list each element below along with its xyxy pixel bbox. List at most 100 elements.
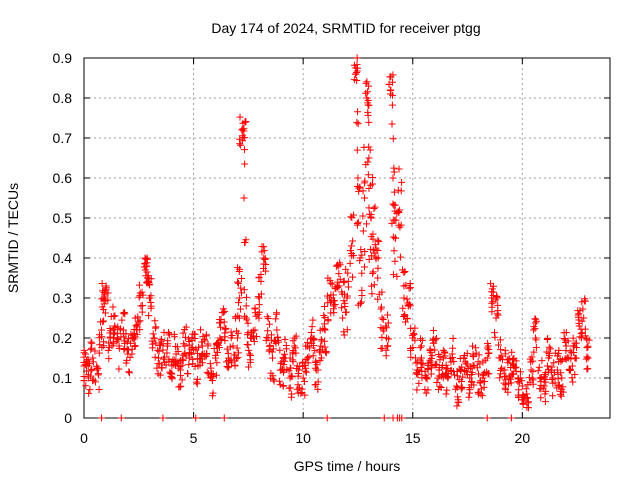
data-point bbox=[309, 352, 317, 360]
data-point bbox=[353, 146, 361, 154]
data-point bbox=[354, 183, 362, 191]
data-point bbox=[336, 259, 344, 267]
data-point bbox=[399, 304, 407, 312]
data-point bbox=[529, 326, 537, 334]
data-point bbox=[442, 390, 450, 398]
data-point bbox=[100, 296, 108, 304]
data-point bbox=[557, 392, 565, 400]
data-point bbox=[386, 73, 394, 81]
data-point bbox=[478, 392, 486, 400]
data-point bbox=[363, 220, 371, 228]
data-point bbox=[196, 355, 204, 363]
data-point bbox=[560, 329, 568, 337]
y-tick-label: 0.5 bbox=[53, 210, 73, 226]
data-point bbox=[523, 403, 531, 411]
data-point bbox=[349, 273, 357, 281]
data-point bbox=[292, 349, 300, 357]
data-point bbox=[480, 383, 488, 391]
data-point bbox=[302, 364, 310, 372]
data-point bbox=[291, 344, 299, 352]
x-tick-label: 0 bbox=[80, 430, 88, 446]
y-tick-label: 0.4 bbox=[53, 250, 73, 266]
data-point bbox=[324, 317, 332, 325]
data-point bbox=[429, 326, 437, 334]
data-point bbox=[375, 238, 383, 246]
data-point bbox=[87, 372, 95, 380]
data-point bbox=[113, 337, 121, 345]
data-point bbox=[415, 379, 423, 387]
data-point bbox=[493, 293, 501, 301]
data-point bbox=[199, 332, 207, 340]
data-point bbox=[209, 370, 217, 378]
data-point bbox=[350, 76, 358, 84]
data-point bbox=[488, 299, 496, 307]
data-point bbox=[188, 343, 196, 351]
data-point bbox=[90, 376, 98, 384]
data-point bbox=[396, 223, 404, 231]
data-point bbox=[193, 349, 201, 357]
data-point bbox=[201, 353, 209, 361]
data-point bbox=[251, 304, 259, 312]
data-point bbox=[537, 394, 545, 402]
data-point bbox=[385, 80, 393, 88]
data-point bbox=[359, 212, 367, 220]
data-point bbox=[238, 137, 246, 145]
data-point bbox=[178, 376, 186, 384]
data-point bbox=[147, 292, 155, 300]
data-point bbox=[321, 303, 329, 311]
data-point bbox=[135, 281, 143, 289]
data-point bbox=[541, 375, 549, 383]
data-point bbox=[380, 414, 388, 422]
y-tick-label: 0.1 bbox=[53, 370, 73, 386]
data-point bbox=[465, 393, 473, 401]
data-point bbox=[272, 337, 280, 345]
data-point bbox=[304, 359, 312, 367]
data-point bbox=[117, 414, 125, 422]
data-point bbox=[176, 371, 184, 379]
data-point bbox=[561, 338, 569, 346]
data-point bbox=[367, 181, 375, 189]
data-point bbox=[498, 352, 506, 360]
data-point bbox=[390, 271, 398, 279]
data-point bbox=[195, 343, 203, 351]
data-point bbox=[512, 357, 520, 365]
data-point bbox=[367, 282, 375, 290]
data-point bbox=[374, 236, 382, 244]
data-point bbox=[201, 337, 209, 345]
x-tick-label: 10 bbox=[295, 430, 311, 446]
data-point bbox=[314, 378, 322, 386]
data-point bbox=[223, 345, 231, 353]
data-point bbox=[354, 218, 362, 226]
data-point bbox=[439, 370, 447, 378]
data-point bbox=[360, 263, 368, 271]
data-point bbox=[359, 187, 367, 195]
data-point bbox=[449, 354, 457, 362]
data-point bbox=[569, 378, 577, 386]
data-point bbox=[281, 335, 289, 343]
data-point bbox=[377, 305, 385, 313]
data-point bbox=[255, 301, 263, 309]
data-point bbox=[407, 353, 415, 361]
data-point bbox=[543, 336, 551, 344]
data-point bbox=[155, 347, 163, 355]
data-point bbox=[279, 354, 287, 362]
data-point bbox=[302, 368, 310, 376]
data-point bbox=[89, 358, 97, 366]
data-point bbox=[548, 376, 556, 384]
data-point bbox=[361, 248, 369, 256]
data-point bbox=[233, 334, 241, 342]
data-point bbox=[149, 340, 157, 348]
data-point bbox=[188, 337, 196, 345]
data-point bbox=[101, 290, 109, 298]
data-point bbox=[368, 180, 376, 188]
data-point bbox=[111, 322, 119, 330]
data-point bbox=[177, 382, 185, 390]
data-point bbox=[210, 344, 218, 352]
data-point bbox=[118, 316, 126, 324]
data-point bbox=[423, 375, 431, 383]
data-point bbox=[387, 90, 395, 98]
data-point bbox=[100, 317, 108, 325]
data-point bbox=[403, 314, 411, 322]
data-point bbox=[136, 326, 144, 334]
data-point bbox=[115, 365, 123, 373]
